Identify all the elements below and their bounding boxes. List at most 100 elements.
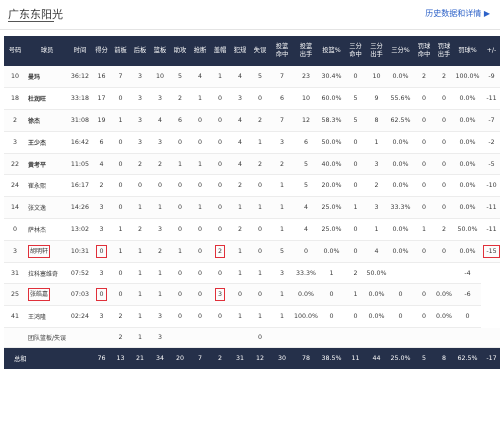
player-name[interactable]: 杜润旺 [26,87,68,111]
column-header[interactable]: 三分% [387,36,414,66]
player-name[interactable]: 张皓嘉 [26,283,68,307]
column-header[interactable]: 得分 [92,36,111,66]
player-name[interactable]: 胡明轩 [26,240,68,263]
minutes-played: 16:17 [68,174,92,198]
stat-cell [434,262,454,285]
stat-cell: 40.0% [318,153,345,176]
column-header[interactable]: 前板 [111,36,130,66]
player-name[interactable]: 曼玛 [26,66,68,89]
column-header[interactable]: 球员 [26,36,68,66]
stat-cell [68,327,92,349]
stat-cell: 0.0% [454,131,481,154]
stat-cell [454,327,481,349]
stat-cell: 7 [111,66,130,89]
player-row[interactable]: 10 曼玛 36:12 16 7 3 10 5 4 1 4 5 7 23 30.4% 0 10 0.0% 2 2 100… [4,66,500,89]
column-header[interactable]: 罚球 命中 [414,36,434,66]
stat-cell: 2 [150,153,170,176]
player-name[interactable]: 拉科塞维奇 [26,262,68,285]
column-header[interactable]: 三分 出手 [366,36,387,66]
player-name[interactable]: 黄考平 [26,153,68,176]
stat-cell: 0.0% [454,174,481,198]
stat-cell: 25.0% [318,218,345,241]
player-row[interactable]: 41 王鸿隆 02:24 3 2 1 3 0 0 0 1 1 1 100.0% 0 0 0.0% 0 0 0.0% 0 [4,305,500,329]
stat-cell: 2 [230,218,250,241]
column-header[interactable]: 投篮 出手 [294,36,318,66]
stat-cell [210,327,230,349]
jersey-number: 3 [4,240,26,263]
column-header[interactable]: 盖帽 [210,36,230,66]
stat-cell: 1 [366,131,387,154]
column-header[interactable]: 三分 命中 [345,36,366,66]
stat-cell: 1 [130,283,150,307]
highlight-box: 3 [214,288,225,302]
stat-cell: 4 [230,109,250,132]
stat-cell: 0 [345,174,366,198]
stat-cell: 0.0% [434,305,454,329]
column-header[interactable]: 号码 [4,36,26,66]
player-row[interactable]: 3 胡明轩 10:31 0 1 1 2 1 0 2 1 0 5 0 0.0% 0 4 0.0% 0 0 0.0% -15 [4,240,500,263]
player-row[interactable]: 18 杜润旺 33:18 17 0 3 3 2 1 0 3 0 6 10 60.0% 5 9 55.6% 0 0 0.0… [4,87,500,111]
stat-cell: 3 [150,218,170,241]
player-row[interactable]: 22 黄考平 11:05 4 0 2 2 1 1 0 4 2 2 5 40.0% 0 3 0.0% 0 0 0.0% -5 [4,153,500,176]
stat-cell: 50.0% [454,218,481,241]
player-name[interactable]: 徐杰 [26,109,68,132]
total-stat-cell: -17 [481,347,500,369]
stat-cell: 0 [111,196,130,220]
column-header[interactable]: 助攻 [170,36,190,66]
stat-cell: 0 [318,283,345,307]
total-stat-cell: 38.5% [318,347,345,369]
player-name[interactable]: 萨林杰 [26,218,68,241]
stat-cell: 3 [270,131,294,154]
stat-cell: 0 [434,174,454,198]
stat-cell: 1 [345,283,366,307]
stat-cell: 0 [230,283,250,307]
column-header[interactable]: 罚球 出手 [434,36,454,66]
player-row[interactable]: 25 张皓嘉 07:03 0 0 1 1 0 0 3 0 0 1 0.0% 0 1 0.0% 0 0 0.0% -6 [4,283,500,307]
player-row[interactable]: 14 张文逸 14:26 3 0 1 1 0 1 0 1 1 1 4 25.0% 1 3 33.3% 0 0 0.0% -… [4,196,500,220]
stat-cell: 0 [414,196,434,220]
player-row[interactable]: 2 徐杰 31:08 19 1 3 4 6 0 0 4 2 7 12 58.3% 5 8 62.5% 0 0 0.0% -… [4,109,500,132]
stat-cell: 3 [210,283,230,307]
history-data-link[interactable]: 历史数据和详情 ▶ [425,9,490,18]
column-header[interactable]: 时间 [68,36,92,66]
stat-cell: 1 [366,218,387,241]
stat-cell: 0.0% [366,305,387,329]
stat-cell: 1 [130,262,150,285]
column-header[interactable]: +/- [481,36,500,66]
column-header[interactable]: 失误 [250,36,270,66]
player-row[interactable]: 0 萨林杰 13:02 3 1 2 3 0 0 0 2 0 1 4 25.0% 0 1 0.0% 1 2 50.0% -1… [4,218,500,241]
column-header[interactable]: 投篮 命中 [270,36,294,66]
player-name[interactable]: 张文逸 [26,196,68,220]
player-name[interactable]: 王少杰 [26,131,68,154]
stat-cell: 2 [366,174,387,198]
stat-cell: 1 [270,305,294,329]
stat-cell: 0 [250,240,270,263]
stat-cell: 0 [210,131,230,154]
column-header[interactable]: 犯规 [230,36,250,66]
stat-cell: 4 [294,218,318,241]
player-row[interactable]: 24 崔永熙 16:17 2 0 0 0 0 0 0 2 0 1 5 20.0% 0 2 0.0% 0 0 0.0% -1… [4,174,500,198]
stat-cell: 1 [130,196,150,220]
stat-cell: 0 [387,305,414,329]
column-header[interactable]: 后板 [130,36,150,66]
player-name[interactable]: 王鸿隆 [26,305,68,329]
column-header[interactable]: 投篮% [318,36,345,66]
stat-cell [414,327,434,349]
column-header[interactable]: 抢断 [190,36,210,66]
stat-cell [190,327,210,349]
total-stat-cell: 11 [345,347,366,369]
stat-cell: 0 [434,131,454,154]
stat-cell: 12 [294,109,318,132]
total-stat-cell: 25.0% [387,347,414,369]
stat-cell: 4 [230,153,250,176]
team-tab-title[interactable]: 广东东阳光 [8,8,63,21]
jersey-number: 0 [4,218,26,241]
player-name[interactable]: 崔永熙 [26,174,68,198]
stat-cell: 0 [210,153,230,176]
total-stat-cell: 8 [434,347,454,369]
player-row[interactable]: 31 拉科塞维奇 07:52 3 0 1 1 0 0 0 1 1 3 33.3% 1 2 50.0% -4 [4,262,500,285]
player-row[interactable]: 3 王少杰 16:42 6 0 3 3 0 0 0 4 1 3 6 50.0% 0 1 0.0% 0 0 0.0% -2 [4,131,500,154]
column-header[interactable]: 篮板 [150,36,170,66]
column-header[interactable]: 罚球% [454,36,481,66]
stat-cell: 2 [414,66,434,89]
